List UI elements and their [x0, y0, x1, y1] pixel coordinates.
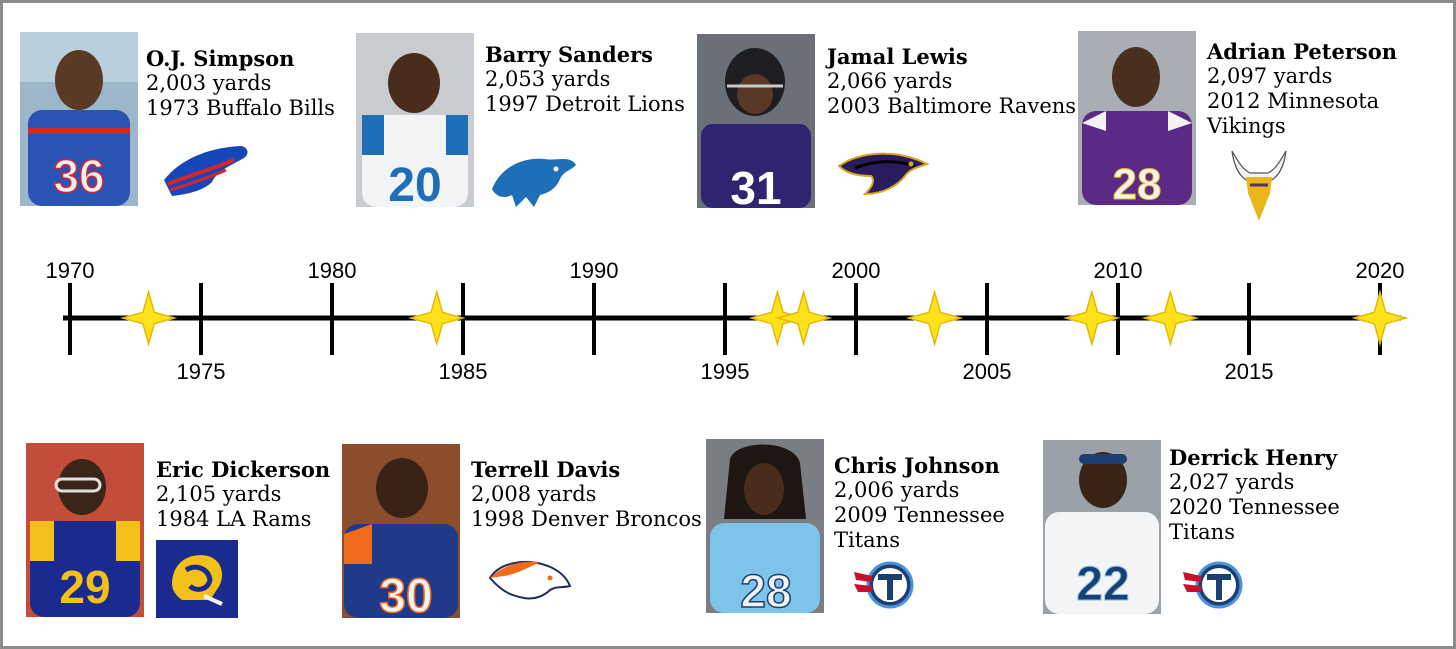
vikings-logo-icon	[1231, 150, 1287, 221]
record-star-icon	[1141, 289, 1200, 347]
timeline-year-label: 2015	[1225, 359, 1274, 384]
player-name: Terrell Davis	[471, 457, 621, 482]
player-name: Chris Johnson	[834, 453, 1000, 478]
player-name: Eric Dickerson	[156, 457, 331, 482]
player-team: 2009 Tennessee	[834, 503, 1005, 527]
player-yards: 2,097 yards	[1207, 64, 1333, 88]
player-team-cont: Vikings	[1207, 114, 1286, 138]
player-yards: 2,027 yards	[1169, 470, 1295, 494]
jersey-number: 28	[740, 565, 791, 613]
jersey-number: 30	[379, 570, 432, 618]
ravens-logo-icon	[837, 152, 930, 196]
player-photo: 20	[356, 33, 474, 207]
player-team-cont: Titans	[1169, 520, 1235, 544]
player-team: 1984 LA Rams	[156, 507, 312, 531]
player-photo: 36	[20, 32, 138, 206]
timeline-year-label: 1970	[46, 258, 95, 283]
player-yards: 2,006 yards	[834, 478, 960, 502]
player-team: 2003 Baltimore Ravens	[827, 94, 1077, 118]
record-star-icon	[408, 289, 466, 347]
lions-logo-icon	[492, 158, 576, 207]
broncos-logo-icon	[488, 561, 572, 600]
player-name: Adrian Peterson	[1207, 39, 1398, 64]
timeline-year-label: 1995	[701, 359, 750, 384]
player-name: O.J. Simpson	[146, 46, 295, 71]
player-photo: 30	[342, 444, 460, 618]
player-yards: 2,008 yards	[471, 482, 597, 506]
player-team: 2020 Tennessee	[1169, 495, 1340, 519]
player-yards: 2,105 yards	[156, 482, 282, 506]
player-yards: 2,066 yards	[827, 69, 953, 93]
player-team: 2012 Minnesota	[1207, 89, 1380, 113]
timeline-year-label: 1990	[570, 258, 619, 283]
titans-logo-icon	[854, 561, 914, 609]
player-team: 1997 Detroit Lions	[485, 92, 685, 116]
player-photo: 28	[706, 439, 824, 613]
record-star-icon	[905, 289, 964, 347]
timeline-year-labels: 1970 1980 1990 2000 2010 2020 1975 1985 1995 2005…	[46, 258, 1405, 384]
player-photo: 28	[1078, 31, 1196, 205]
jersey-number: 29	[59, 561, 110, 613]
player-name: Derrick Henry	[1169, 445, 1338, 470]
player-photo: 29	[26, 443, 144, 617]
record-star-icon	[1063, 289, 1121, 347]
jersey-number: 36	[53, 150, 104, 202]
player-photo: 31	[697, 34, 815, 208]
timeline-year-label: 1975	[177, 359, 226, 384]
record-star-icon	[119, 289, 178, 347]
record-stars	[119, 289, 1409, 347]
jersey-number: 20	[388, 159, 441, 207]
jersey-number: 22	[1076, 558, 1129, 611]
titans-logo-icon	[1183, 561, 1243, 609]
player-photo: 22	[1043, 440, 1161, 614]
record-star-icon	[1351, 289, 1409, 347]
player-team: 1973 Buffalo Bills	[146, 96, 335, 120]
jersey-number: 31	[730, 162, 781, 208]
timeline-year-label: 2005	[963, 359, 1012, 384]
timeline-year-label: 1985	[439, 359, 488, 384]
player-name: Jamal Lewis	[827, 44, 968, 69]
bills-logo-icon	[164, 146, 248, 196]
player-yards: 2,053 yards	[485, 67, 611, 91]
rams-logo-icon	[156, 540, 238, 618]
timeline: 1970 1980 1990 2000 2010 2020 1975 1985 1995 2005…	[46, 258, 1409, 384]
record-star-icon	[774, 289, 833, 347]
player-team: 1998 Denver Broncos	[471, 507, 702, 531]
timeline-year-label: 2020	[1356, 258, 1405, 283]
player-name: Barry Sanders	[485, 42, 653, 67]
timeline-year-label: 2000	[832, 258, 881, 283]
player-yards: 2,003 yards	[146, 71, 272, 95]
timeline-year-label: 1980	[308, 258, 357, 283]
player-team-cont: Titans	[834, 528, 900, 552]
jersey-number: 28	[1113, 160, 1162, 205]
timeline-year-label: 2010	[1094, 258, 1143, 283]
